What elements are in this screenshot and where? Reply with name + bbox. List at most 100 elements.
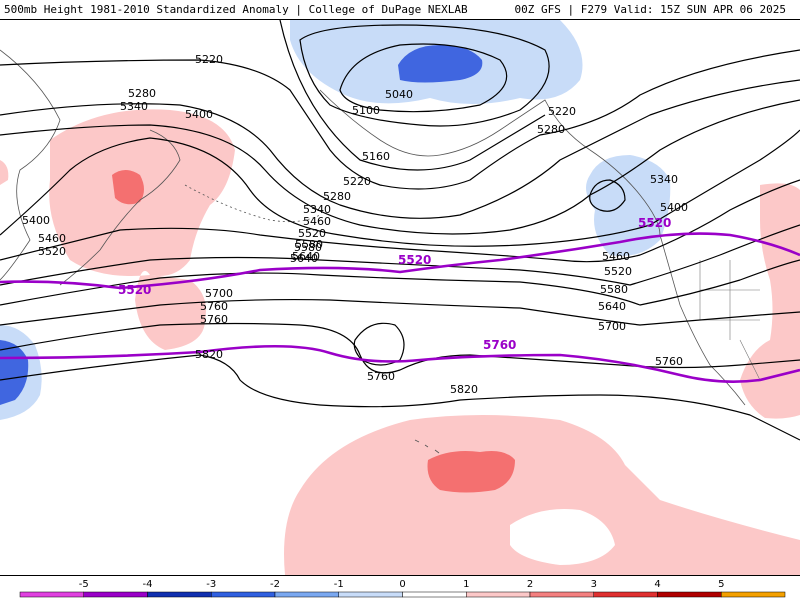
negative-anomaly-areas <box>0 20 671 420</box>
contour-label: 5580 <box>600 283 628 296</box>
contour-5100 <box>299 24 550 127</box>
contour-label: 5400 <box>660 201 688 214</box>
contour-label: 5460 <box>303 215 331 228</box>
colorbar-tick-label: -3 <box>206 579 216 590</box>
contour-label: 5460 <box>602 250 630 263</box>
colorbar-swatch <box>147 591 212 598</box>
contour-5700 <box>0 298 800 326</box>
contour-label: 5280 <box>537 123 565 136</box>
contour-5400 <box>0 129 800 247</box>
contour-label: 5580 <box>295 238 323 251</box>
colorbar-tick-label: 0 <box>399 579 405 590</box>
contour-label: 5580 <box>294 241 322 254</box>
weather-map[interactable]: 5220 5280 5340 5400 5460 5520 5580 5640 … <box>0 19 800 576</box>
contour-label: 5400 <box>22 214 50 227</box>
highlight-label: 5760 <box>483 338 516 352</box>
east-positive-anomaly <box>740 183 800 419</box>
contour-label: 5220 <box>195 53 223 66</box>
west-pacific-strong-negative <box>0 340 29 405</box>
white-gap-in-anomaly <box>510 509 615 565</box>
contour-cutoff-bc <box>589 179 626 212</box>
contour-5280 <box>0 79 800 219</box>
colorbar-swatch <box>466 591 531 598</box>
contour-label: 5640 <box>290 252 318 265</box>
aleutians <box>184 184 321 223</box>
contour-label: 5760 <box>655 355 683 368</box>
contour-label: 5520 <box>604 265 632 278</box>
colorbar-swatch <box>274 591 339 598</box>
colorbar-swatch <box>721 591 786 598</box>
kamchatka-positive-core <box>112 170 144 205</box>
highlight-contour-5520 <box>0 232 800 290</box>
colorbar-swatch <box>19 591 84 598</box>
coastlines <box>0 49 761 454</box>
highlight-contour-5760 <box>0 344 800 383</box>
colorbar-swatch <box>593 591 658 598</box>
contour-5460 <box>0 179 800 263</box>
colorbar-swatches <box>19 591 786 598</box>
colorbar-tick-label: 1 <box>463 579 469 590</box>
highlight-label: 5520 <box>118 283 151 297</box>
contour-label: 5640 <box>598 300 626 313</box>
contour-label: 5280 <box>128 87 156 100</box>
contour-label: 5760 <box>367 370 395 383</box>
contour-label: 5340 <box>650 173 678 186</box>
colorbar-legend: -5 -4 -3 -2 -1 0 1 2 3 4 5 <box>0 576 800 600</box>
contour-5580 <box>0 224 800 286</box>
contour-label: 5760 <box>200 313 228 326</box>
contour-label: 5220 <box>343 175 371 188</box>
contour-5040 <box>339 43 508 113</box>
contour-5820 <box>0 354 800 441</box>
colorbar-ticks: -5 -4 -3 -2 -1 0 1 2 3 4 5 <box>79 579 725 590</box>
colorbar-swatch <box>657 591 722 598</box>
contour-cutoff-pacific <box>353 322 405 366</box>
alaska-strong-negative <box>398 45 483 83</box>
colorbar-tick-label: -5 <box>79 579 89 590</box>
small-positive-left <box>0 160 9 185</box>
colorbar-swatch <box>402 591 467 598</box>
header: 500mb Height 1981-2010 Standardized Anom… <box>0 0 800 20</box>
contour-label: 5640 <box>292 250 320 263</box>
highlight-contours <box>0 232 800 383</box>
colorbar-swatch <box>83 591 148 598</box>
contour-label: 5400 <box>185 108 213 121</box>
colorbar-tick-label: 4 <box>654 579 660 590</box>
colorbar-swatch <box>529 591 594 598</box>
colorbar-tick-label: -2 <box>270 579 280 590</box>
colorbar-tick-label: 3 <box>591 579 597 590</box>
highlight-label: 5520 <box>398 253 431 267</box>
map-canvas: 5220 5280 5340 5400 5460 5520 5580 5640 … <box>0 20 800 575</box>
contour-label: 5460 <box>38 232 66 245</box>
map-title: 500mb Height 1981-2010 Standardized Anom… <box>4 3 468 16</box>
colorbar-swatch <box>338 591 403 598</box>
contour-5340 <box>0 99 800 235</box>
contour-label: 5820 <box>450 383 478 396</box>
state-borders <box>699 260 761 381</box>
colorbar-tick-label: 2 <box>527 579 533 590</box>
contour-labels: 5220 5280 5340 5400 5460 5520 5580 5640 … <box>22 53 688 396</box>
highlight-label: 5520 <box>638 216 671 230</box>
contour-5160 <box>279 20 546 171</box>
kamchatka-positive-anomaly <box>49 109 235 350</box>
colorbar-tick-label: -1 <box>334 579 344 590</box>
contour-label: 5760 <box>200 300 228 313</box>
colorbar-swatch <box>211 591 276 598</box>
contour-label: 5520 <box>38 245 66 258</box>
model-valid-time: 00Z GFS | F279 Valid: 15Z SUN APR 06 202… <box>514 3 786 16</box>
contour-label: 5520 <box>298 227 326 240</box>
positive-anomaly-areas <box>0 109 800 575</box>
contour-label: 5820 <box>195 348 223 361</box>
colorbar-tick-label: -4 <box>143 579 153 590</box>
contour-5220 <box>0 49 800 190</box>
contour-label: 5160 <box>362 150 390 163</box>
subtropical-positive-core <box>427 451 515 493</box>
contour-label: 5700 <box>205 287 233 300</box>
contour-label: 5100 <box>352 104 380 117</box>
subtropical-positive-anomaly <box>284 415 800 575</box>
hawaii-islands <box>414 439 440 454</box>
asia-coast <box>0 49 61 281</box>
contour-label: 5220 <box>548 105 576 118</box>
kamchatka-coast <box>59 129 181 286</box>
colorbar-tick-label: 5 <box>718 579 724 590</box>
colorbar-canvas: -5 -4 -3 -2 -1 0 1 2 3 4 5 <box>19 579 786 598</box>
